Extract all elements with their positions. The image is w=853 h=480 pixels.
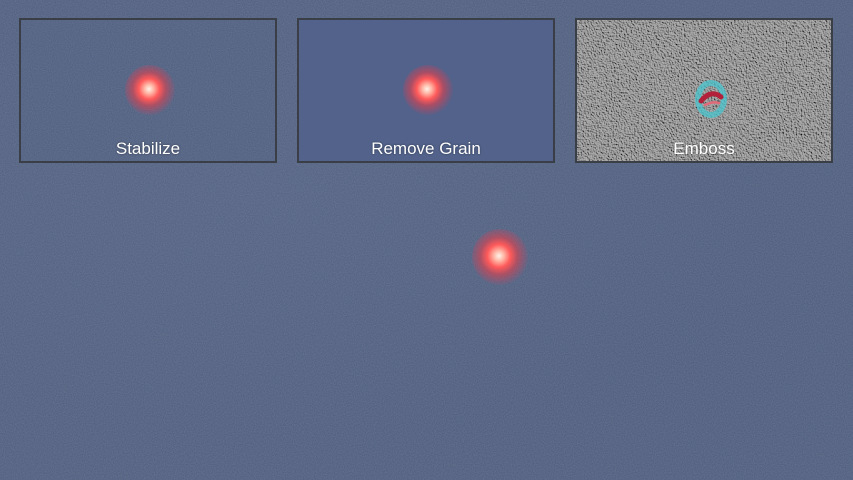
panel-label: Emboss <box>673 139 735 158</box>
emboss-texture <box>577 20 831 161</box>
panel-remove-grain: Remove Grain <box>297 18 555 163</box>
panel-stabilize: Stabilize <box>19 18 277 163</box>
panel-emboss: Emboss <box>575 18 833 163</box>
glowing-light <box>472 229 528 285</box>
panel-label: Stabilize <box>115 139 181 158</box>
embossed-light-outline <box>695 80 727 118</box>
panel-label: Remove Grain <box>371 139 481 158</box>
glowing-light <box>125 65 175 115</box>
glowing-light <box>403 65 453 115</box>
